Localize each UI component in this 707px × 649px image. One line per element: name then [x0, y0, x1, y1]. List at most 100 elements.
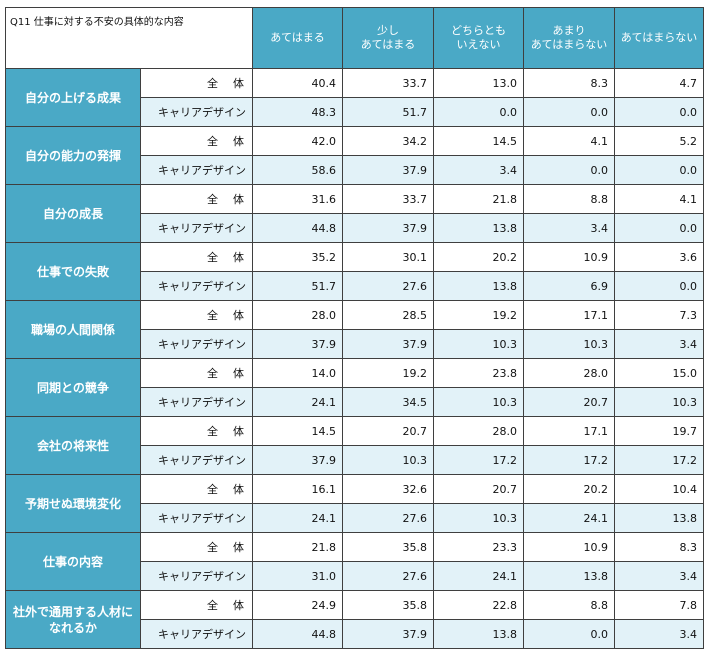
value-cell: 17.2 — [433, 445, 524, 475]
value-cell: 24.1 — [523, 503, 615, 533]
value-cell: 19.2 — [342, 358, 434, 388]
group-label: 全 体 — [140, 68, 253, 98]
header-row: Q11 仕事に対する不安の具体的な内容 あてはまる 少し あてはまる どちらともい… — [5, 7, 704, 69]
value-cell: 37.9 — [342, 619, 434, 649]
group-label: 全 体 — [140, 532, 253, 562]
value-cell: 0.0 — [523, 619, 615, 649]
group-label: キャリアデザイン — [140, 561, 253, 591]
value-cell: 3.4 — [614, 329, 704, 359]
value-cell: 13.8 — [433, 619, 524, 649]
value-cell: 8.8 — [523, 184, 615, 214]
value-cell: 19.2 — [433, 300, 524, 330]
value-cell: 30.1 — [342, 242, 434, 272]
table-row: 仕事での失敗全 体 35.2 30.1 20.2 10.9 3.6 — [5, 242, 704, 301]
value-cell: 10.4 — [614, 474, 704, 504]
group-label: 全 体 — [140, 242, 253, 272]
value-cell: 20.7 — [523, 387, 615, 417]
group-label: キャリアデザイン — [140, 503, 253, 533]
group-label: キャリアデザイン — [140, 445, 253, 475]
value-cell: 31.6 — [252, 184, 343, 214]
category-label: 仕事の内容 — [5, 532, 141, 591]
value-cell: 20.2 — [523, 474, 615, 504]
value-cell: 3.6 — [614, 242, 704, 272]
group-label: 全 体 — [140, 474, 253, 504]
table-row: キャリアデザイン 51.7 27.6 13.8 6.9 0.0 — [6, 271, 704, 301]
table-row: 自分の上げる成果全 体 40.4 33.7 13.0 8.3 4.7 — [5, 68, 704, 127]
value-cell: 17.2 — [523, 445, 615, 475]
value-cell: 20.7 — [433, 474, 524, 504]
category-label: 自分の成長 — [5, 184, 141, 243]
value-cell: 27.6 — [342, 271, 434, 301]
category-label: 同期との競争 — [5, 358, 141, 417]
value-cell: 10.9 — [523, 532, 615, 562]
value-cell: 13.0 — [433, 68, 524, 98]
column-header: あてはまる — [252, 7, 343, 69]
group-label: 全 体 — [140, 300, 253, 330]
value-cell: 27.6 — [342, 503, 434, 533]
table-title: Q11 仕事に対する不安の具体的な内容 — [5, 7, 253, 69]
value-cell: 13.8 — [433, 213, 524, 243]
value-cell: 33.7 — [342, 184, 434, 214]
category-label: 仕事での失敗 — [5, 242, 141, 301]
value-cell: 10.9 — [523, 242, 615, 272]
table-row: 社外で通用する人材になれるか全 体 24.9 35.8 22.8 8.8 7.8 — [5, 590, 704, 649]
value-cell: 14.5 — [252, 416, 343, 446]
value-cell: 4.1 — [523, 126, 615, 156]
value-cell: 34.2 — [342, 126, 434, 156]
category-label: 職場の人間関係 — [5, 300, 141, 359]
value-cell: 10.3 — [614, 387, 704, 417]
table-row: キャリアデザイン 48.3 51.7 0.0 0.0 0.0 — [6, 97, 704, 127]
value-cell: 24.1 — [252, 387, 343, 417]
value-cell: 0.0 — [433, 97, 524, 127]
group-label: キャリアデザイン — [140, 155, 253, 185]
group-label: キャリアデザイン — [140, 213, 253, 243]
value-cell: 40.4 — [252, 68, 343, 98]
value-cell: 32.6 — [342, 474, 434, 504]
value-cell: 51.7 — [252, 271, 343, 301]
value-cell: 37.9 — [252, 445, 343, 475]
value-cell: 10.3 — [433, 329, 524, 359]
value-cell: 37.9 — [342, 329, 434, 359]
value-cell: 5.2 — [614, 126, 704, 156]
table-row: 自分の能力の発揮全 体 42.0 34.2 14.5 4.1 5.2 — [5, 126, 704, 185]
table-row: 職場の人間関係全 体 28.0 28.5 19.2 17.1 7.3 — [5, 300, 704, 359]
group-label: キャリアデザイン — [140, 619, 253, 649]
value-cell: 0.0 — [614, 271, 704, 301]
category-label: 自分の能力の発揮 — [5, 126, 141, 185]
category-label: 自分の上げる成果 — [5, 68, 141, 127]
group-label: キャリアデザイン — [140, 387, 253, 417]
value-cell: 7.8 — [614, 590, 704, 620]
column-header: どちらとも いえない — [433, 7, 524, 69]
column-header: あてはまらない — [614, 7, 704, 69]
table-row: キャリアデザイン 31.0 27.6 24.1 13.8 3.4 — [6, 561, 704, 591]
value-cell: 37.9 — [252, 329, 343, 359]
column-header: あまり あてはまらない — [523, 7, 615, 69]
value-cell: 8.8 — [523, 590, 615, 620]
value-cell: 23.8 — [433, 358, 524, 388]
value-cell: 0.0 — [523, 155, 615, 185]
value-cell: 15.0 — [614, 358, 704, 388]
value-cell: 16.1 — [252, 474, 343, 504]
value-cell: 19.7 — [614, 416, 704, 446]
table-row: キャリアデザイン 37.9 10.3 17.2 17.2 17.2 — [6, 445, 704, 475]
value-cell: 4.7 — [614, 68, 704, 98]
value-cell: 10.3 — [433, 387, 524, 417]
value-cell: 23.3 — [433, 532, 524, 562]
value-cell: 13.8 — [433, 271, 524, 301]
value-cell: 8.3 — [523, 68, 615, 98]
value-cell: 37.9 — [342, 155, 434, 185]
value-cell: 34.5 — [342, 387, 434, 417]
value-cell: 21.8 — [433, 184, 524, 214]
value-cell: 22.8 — [433, 590, 524, 620]
table-row: キャリアデザイン 44.8 37.9 13.8 3.4 0.0 — [6, 213, 704, 243]
value-cell: 17.1 — [523, 416, 615, 446]
table-row: 自分の成長全 体 31.6 33.7 21.8 8.8 4.1 — [5, 184, 704, 243]
group-label: キャリアデザイン — [140, 329, 253, 359]
value-cell: 33.7 — [342, 68, 434, 98]
value-cell: 13.8 — [614, 503, 704, 533]
value-cell: 24.1 — [252, 503, 343, 533]
value-cell: 3.4 — [433, 155, 524, 185]
column-header: 少し あてはまる — [342, 7, 434, 69]
value-cell: 42.0 — [252, 126, 343, 156]
value-cell: 24.9 — [252, 590, 343, 620]
